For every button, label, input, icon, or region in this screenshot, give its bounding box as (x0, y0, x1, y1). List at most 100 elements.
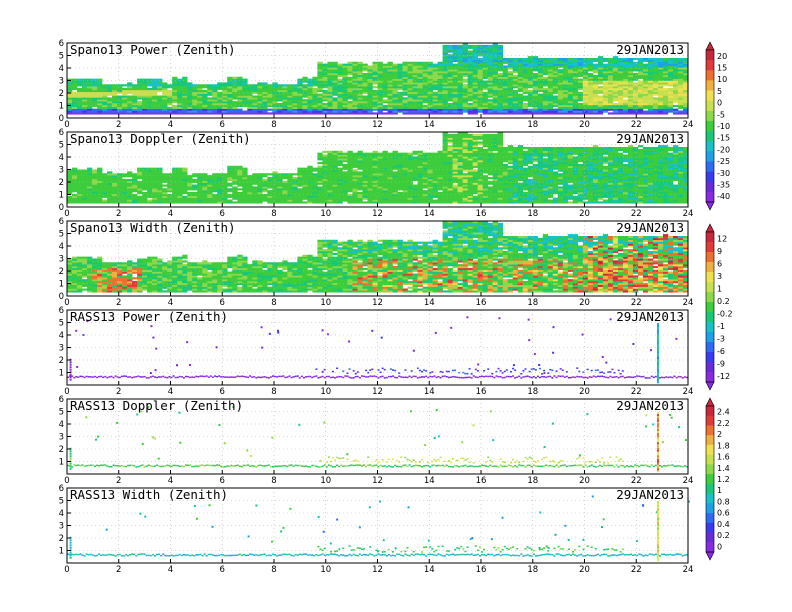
heat-cell (447, 177, 453, 180)
heat-cell (427, 88, 433, 91)
heat-cell (347, 112, 353, 115)
heat-cell (452, 150, 458, 153)
heat-cell (297, 182, 303, 185)
heat-cell (242, 197, 248, 200)
heat-cell (297, 106, 303, 109)
heat-cell (247, 95, 253, 98)
heat-cell (532, 110, 539, 113)
heat-cell (382, 65, 388, 68)
heat-cell (307, 190, 313, 193)
heat-cell (602, 82, 609, 85)
heat-cell (642, 82, 649, 85)
heat-cell (227, 82, 233, 85)
x-tick-label: 0 (64, 120, 69, 130)
heat-cell (97, 88, 103, 91)
heat-cell (437, 91, 443, 94)
heat-cell (447, 112, 453, 115)
heat-cell (677, 104, 684, 108)
heat-cell (72, 177, 78, 180)
heat-cell (617, 86, 624, 89)
heat-cell (142, 103, 148, 106)
heat-cell (387, 171, 393, 174)
heat-cell (332, 199, 338, 202)
heat-cell (242, 95, 248, 98)
heat-cell (587, 86, 594, 89)
heat-cell (82, 82, 88, 85)
heat-cell (612, 69, 619, 72)
heat-cell (282, 88, 288, 91)
heat-cell (192, 195, 198, 198)
heat-cell (332, 190, 338, 193)
x-tick-label: 10 (320, 120, 331, 130)
heat-cell (312, 76, 318, 79)
heat-cell (317, 199, 323, 202)
heat-cell (322, 93, 328, 96)
heat-cell (317, 97, 323, 100)
heat-cell (332, 186, 338, 189)
heat-cell (182, 89, 188, 93)
heat-cell (357, 112, 363, 115)
heat-cell (402, 88, 408, 91)
heat-cell (477, 141, 483, 144)
heat-cell (632, 103, 639, 106)
heat-cell (627, 58, 634, 61)
heat-cell (287, 108, 293, 111)
heat-cell (572, 82, 579, 85)
heat-cell (107, 188, 113, 191)
heat-cell (487, 137, 493, 140)
heat-cell (172, 190, 178, 193)
heat-cell (357, 91, 363, 94)
heat-cell (482, 154, 488, 157)
heat-cell (257, 186, 263, 189)
heat-cell (397, 180, 403, 183)
heat-cell (267, 192, 273, 195)
heat-cell (92, 88, 98, 91)
heat-cell (452, 175, 458, 178)
heat-cell (657, 69, 664, 72)
heat-cell (582, 104, 589, 108)
heat-cell (432, 78, 438, 81)
heat-cell (452, 84, 458, 87)
heat-cell (87, 182, 93, 185)
heat-cell (442, 141, 448, 144)
heat-cell (127, 104, 133, 108)
heat-cell (222, 195, 228, 198)
heat-cell (367, 65, 373, 68)
heat-cell (597, 78, 604, 81)
heat-cell (172, 108, 178, 111)
heat-cell (307, 186, 313, 189)
heat-cell (527, 69, 534, 72)
heat-cell (567, 101, 574, 104)
heat-cell (492, 112, 498, 115)
heat-cell (252, 201, 258, 204)
heat-cell (112, 201, 118, 204)
heat-cell (157, 193, 163, 197)
heat-cell (417, 74, 423, 78)
heat-cell (567, 67, 574, 70)
heat-cell (452, 152, 458, 155)
heat-cell (672, 101, 679, 104)
heat-cell (612, 82, 619, 85)
heat-cell (242, 82, 248, 85)
heat-cell (497, 65, 503, 68)
heat-cell (72, 84, 78, 87)
heat-cell (657, 93, 664, 96)
heat-cell (237, 110, 243, 113)
heat-cell (422, 192, 428, 195)
heat-cell (557, 84, 564, 87)
heat-cell (577, 58, 584, 61)
heat-cell (192, 112, 198, 115)
heat-cell (682, 86, 689, 89)
heat-cell (387, 201, 393, 204)
heat-cell (262, 178, 268, 182)
heat-cell (607, 73, 614, 76)
heat-cell (247, 104, 253, 108)
heat-cell (217, 110, 223, 113)
heat-cell (437, 195, 443, 198)
heat-cell (562, 69, 569, 72)
heat-cell (617, 104, 624, 108)
heat-cell (177, 101, 183, 104)
heat-cell (587, 59, 594, 63)
heat-cell (117, 195, 123, 198)
heat-cell (217, 95, 223, 98)
